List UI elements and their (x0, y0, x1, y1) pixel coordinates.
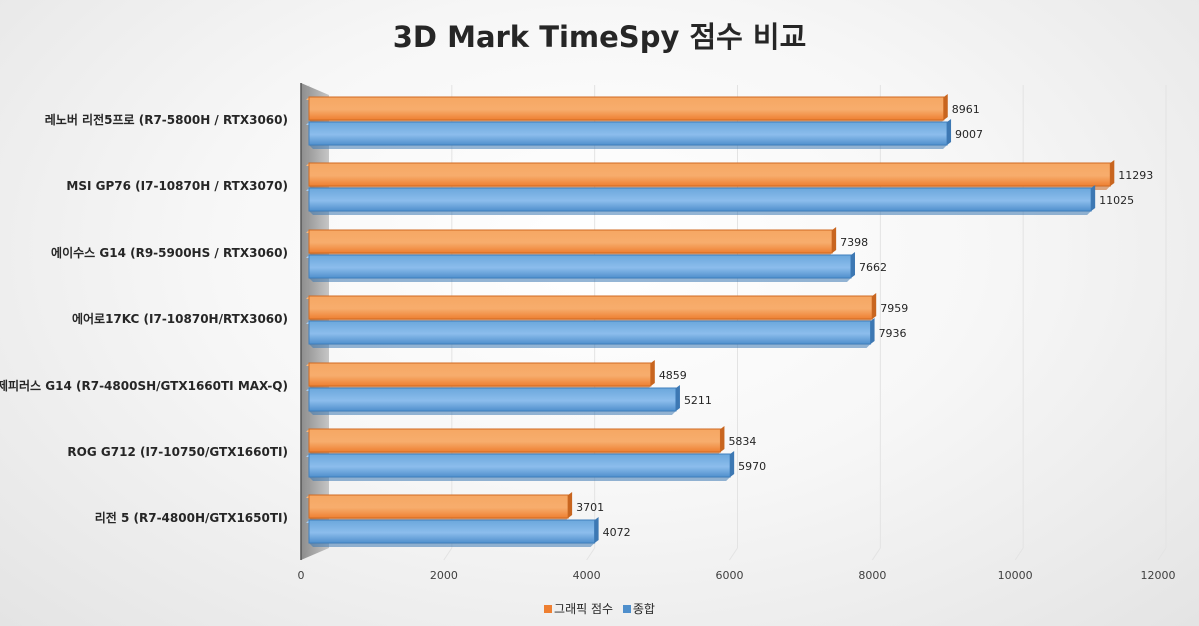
data-label: 9007 (955, 128, 983, 141)
bar-end-face (568, 492, 573, 518)
bar-end-face (720, 426, 725, 452)
bar-end-face (1110, 160, 1115, 186)
bar-end-face (943, 94, 948, 120)
data-label: 7959 (880, 302, 908, 315)
data-label: 3701 (576, 501, 604, 514)
bar (306, 160, 1115, 190)
x-tick-label: 4000 (573, 569, 601, 582)
data-label: 5970 (738, 460, 766, 473)
data-label: 8961 (952, 103, 980, 116)
category-label: 제피러스 G14 (R7-4800SH/GTX1660TI MAX-Q) (0, 378, 288, 393)
data-label: 4072 (603, 526, 631, 539)
bar (306, 426, 725, 456)
bar (306, 293, 877, 323)
bar-front-face (308, 121, 948, 146)
bar-end-face (947, 119, 952, 145)
bar-layer (306, 94, 1115, 547)
legend-swatch-overall (622, 605, 631, 613)
category-label: 에어로17KC (I7-10870H/RTX3060) (72, 311, 288, 326)
x-tick-label: 10000 (998, 569, 1033, 582)
legend-label-graphics: 그래픽 점수 (554, 602, 614, 616)
gridline-floor (729, 547, 738, 561)
chart-title: 3D Mark TimeSpy 점수 비교 (392, 20, 807, 54)
bar (306, 185, 1096, 215)
gridline-floor (1014, 547, 1024, 561)
category-label: 에이수스 G14 (R9-5900HS / RTX3060) (51, 245, 288, 260)
legend: 그래픽 점수 종합 (0, 600, 1199, 617)
bar-front-face (308, 254, 852, 279)
category-label: ROG G712 (I7-10750/GTX1660TI) (67, 445, 288, 459)
category-label: 리전 5 (R7-4800H/GTX1650TI) (95, 510, 288, 525)
bar-front-face (308, 519, 596, 544)
bar-end-face (872, 293, 877, 319)
x-tick-label: 6000 (716, 569, 744, 582)
bar-end-face (675, 385, 680, 411)
x-tick-label: 12000 (1141, 569, 1176, 582)
bar-end-face (870, 318, 875, 344)
bar-front-face (308, 387, 677, 412)
bar (306, 517, 599, 547)
data-label: 7398 (840, 236, 868, 249)
bar-end-face (1091, 185, 1096, 211)
bar-bottom-face (309, 211, 1092, 215)
category-label: MSI GP76 (I7-10870H / RTX3070) (66, 179, 288, 193)
bar-end-face (730, 451, 735, 477)
gridline-floor (443, 547, 453, 561)
bar (306, 492, 573, 522)
data-label: 11025 (1099, 194, 1134, 207)
label-layer: 0 2000 4000 6000 8000 10000 12000 레노버 리전5프로 (R7… (0, 103, 1176, 582)
bar-front-face (308, 229, 833, 254)
gridline-floor (586, 547, 596, 561)
bar-front-face (308, 428, 721, 453)
data-label: 7936 (879, 327, 907, 340)
bar (306, 252, 855, 282)
bar (306, 385, 680, 415)
data-label: 11293 (1118, 169, 1153, 182)
bar-front-face (308, 362, 652, 387)
legend-item-overall: 종합 (622, 600, 655, 617)
category-label: 레노버 리전5프로 (R7-5800H / RTX3060) (45, 112, 288, 127)
x-tick-label: 0 (298, 569, 305, 582)
bar-bottom-face (309, 278, 851, 282)
bar-end-face (650, 360, 655, 386)
data-label: 4859 (659, 369, 687, 382)
bar-bottom-face (309, 344, 871, 348)
data-label: 5834 (728, 435, 756, 448)
bar (306, 318, 875, 348)
legend-swatch-graphics (544, 605, 553, 613)
bar (306, 94, 948, 124)
gridline-floor (871, 547, 881, 561)
bar-bottom-face (309, 145, 948, 149)
bar-front-face (308, 162, 1111, 187)
bar (306, 360, 655, 390)
data-label: 7662 (859, 261, 887, 274)
bar-bottom-face (309, 543, 595, 547)
bar-bottom-face (309, 477, 731, 481)
gridline-floor (1157, 547, 1167, 561)
bar-front-face (308, 320, 872, 345)
legend-item-graphics: 그래픽 점수 (544, 600, 613, 617)
bar (306, 451, 735, 481)
x-tick-label: 8000 (858, 569, 886, 582)
bar-end-face (594, 517, 599, 543)
bar (306, 119, 952, 149)
legend-label-overall: 종합 (632, 602, 655, 616)
bar-front-face (308, 494, 569, 519)
bar-front-face (308, 453, 731, 478)
bar-front-face (308, 96, 945, 121)
bar-bottom-face (309, 411, 676, 415)
bar-end-face (850, 252, 855, 278)
bar (306, 227, 837, 257)
bar-end-face (832, 227, 837, 253)
x-tick-label: 2000 (430, 569, 458, 582)
data-label: 5211 (684, 394, 712, 407)
bar-front-face (308, 295, 873, 320)
bar-front-face (308, 187, 1092, 212)
